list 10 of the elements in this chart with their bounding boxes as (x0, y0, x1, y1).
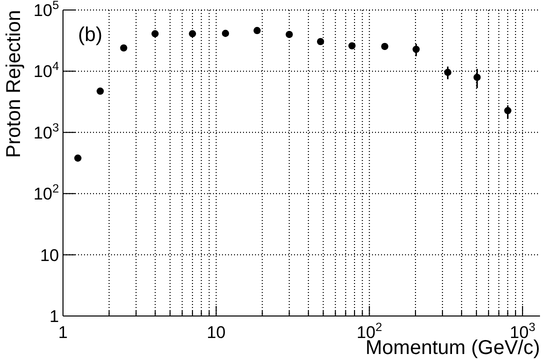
y-tick-label: 10$^{3}$ (33, 120, 60, 142)
y-tick-label: 10$^{5}$ (33, 0, 60, 20)
y-axis-title: Proton Rejection (3, 10, 25, 158)
y-tick-label: 10$^{2}$ (33, 182, 60, 204)
panel-label: (b) (78, 24, 102, 47)
y-tick-label: 10 (40, 246, 59, 265)
y-tick-label: 1 (50, 307, 59, 326)
x-tick-label: 10 (206, 323, 226, 342)
y-tick-label: 10$^{4}$ (33, 59, 60, 82)
x-axis-title: Momentum (GeV/c) (366, 337, 540, 359)
